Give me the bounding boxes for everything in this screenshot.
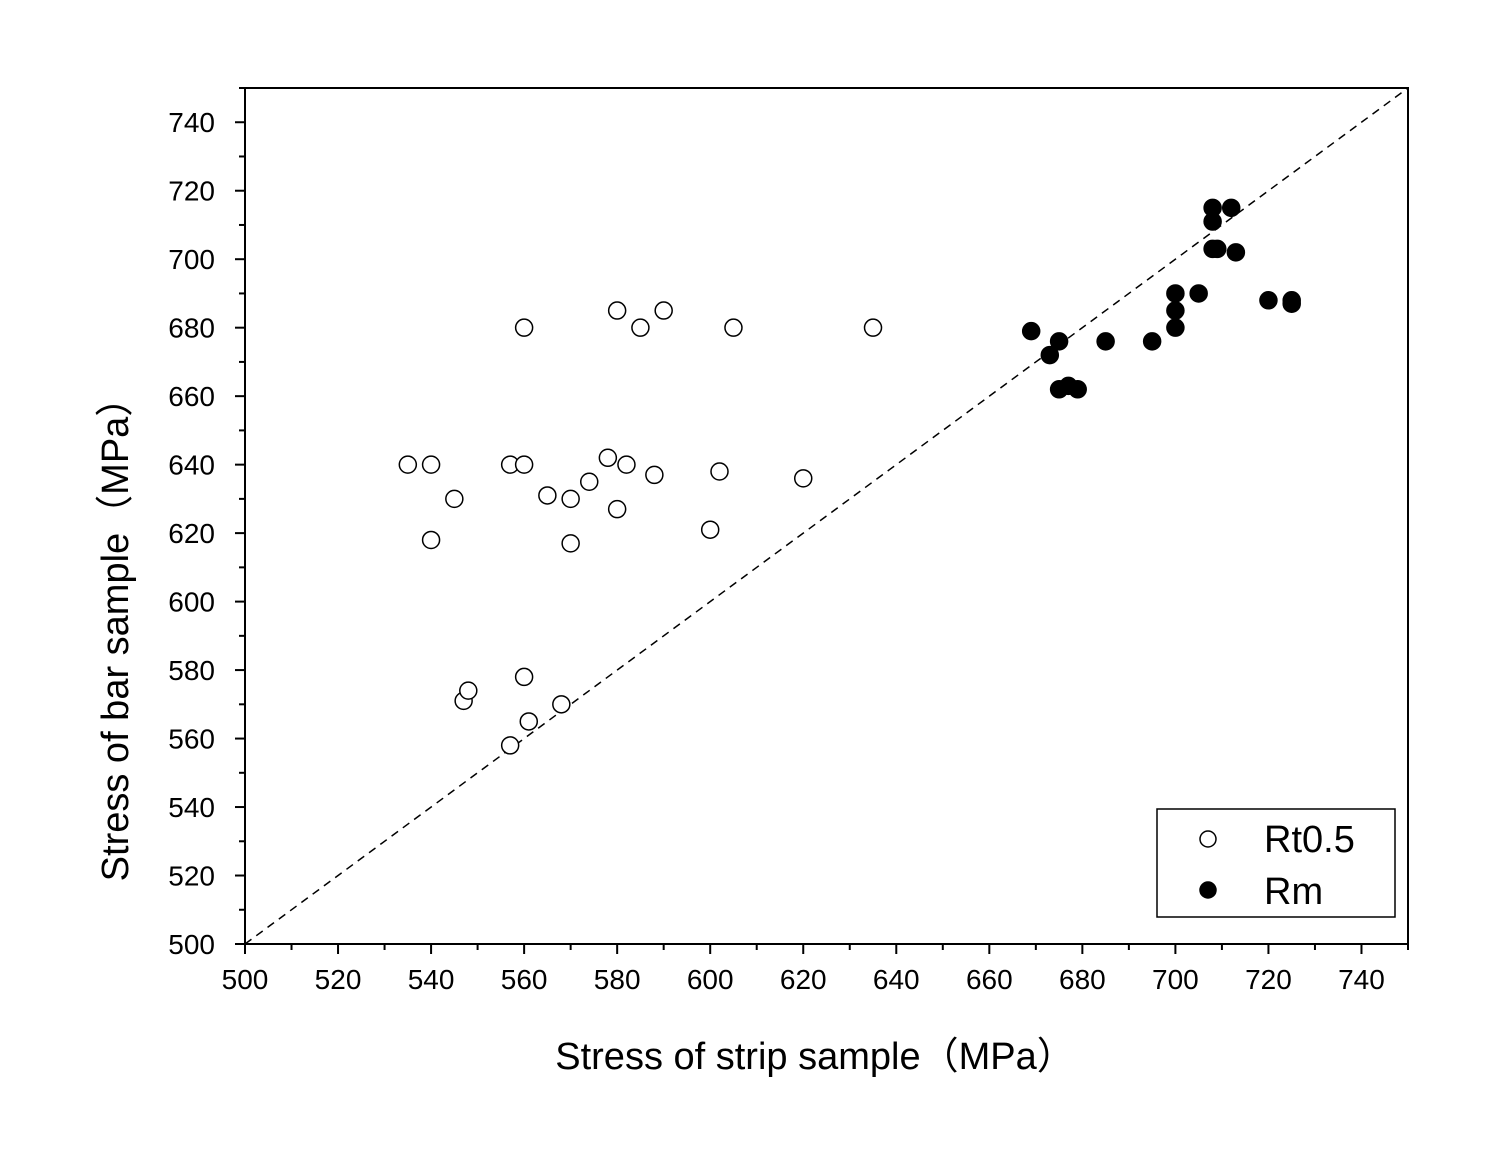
rm-point xyxy=(1226,243,1246,262)
y-tick-label: 540 xyxy=(168,792,215,823)
x-tick-label: 740 xyxy=(1338,964,1385,995)
data-points xyxy=(398,198,1301,755)
x-tick-label: 560 xyxy=(501,964,548,995)
rt05-point xyxy=(700,520,720,539)
legend-box xyxy=(1156,808,1396,918)
x-tick-label: 580 xyxy=(594,964,641,995)
legend: Rt0.5 Rm xyxy=(1156,808,1396,918)
rm-point xyxy=(1040,345,1060,365)
rt05-point xyxy=(552,695,571,714)
rt05-point xyxy=(561,489,580,509)
rt05-point xyxy=(724,318,743,337)
plot-frame xyxy=(244,87,1409,945)
x-tick-label: 540 xyxy=(408,964,455,995)
x-tick-label: 620 xyxy=(780,964,827,995)
rt05-point xyxy=(654,301,673,320)
x-tick-label: 500 xyxy=(222,964,269,995)
rt05-point xyxy=(617,455,636,474)
legend-marker-rm xyxy=(1199,881,1217,899)
rt05-point xyxy=(398,455,418,474)
y-tick-label: 600 xyxy=(168,587,215,618)
rt05-point xyxy=(459,681,478,700)
y-tick-label: 620 xyxy=(168,518,215,549)
rt05-point xyxy=(793,469,813,488)
rt05-point xyxy=(607,499,627,519)
x-tick-label: 520 xyxy=(315,964,362,995)
rm-point xyxy=(1208,239,1227,259)
rt05-point xyxy=(863,318,883,337)
y-tick-label: 740 xyxy=(168,107,215,138)
x-axis-title: Stress of strip sample（MPa） xyxy=(555,1036,1074,1078)
y-tick-label: 640 xyxy=(168,450,215,481)
axis-ticks: 500 520 540 560 580 600 620 640 660 680 700 720 740 5… xyxy=(168,87,1409,995)
rt05-point xyxy=(631,318,650,337)
rm-point xyxy=(1142,332,1162,351)
rt05-point xyxy=(421,455,441,474)
rt05-point xyxy=(645,465,664,485)
y-axis-title: Stress of bar sample（MPa） xyxy=(95,379,137,882)
rm-point xyxy=(1021,321,1041,341)
legend-label-rt05: Rt0.5 xyxy=(1264,819,1355,861)
rm-point xyxy=(1189,284,1208,303)
rt05-point xyxy=(579,472,599,492)
rm-point xyxy=(1203,212,1222,231)
rt05-point xyxy=(445,489,464,509)
rt05-point xyxy=(514,455,534,474)
y-tick-label: 720 xyxy=(168,176,215,207)
plot-area xyxy=(244,87,1409,945)
rt05-point xyxy=(421,530,441,550)
rm-point xyxy=(1049,332,1069,351)
x-tick-label: 660 xyxy=(966,964,1013,995)
rt05-point xyxy=(500,736,520,755)
y-tick-label: 660 xyxy=(168,381,215,412)
y-tick-label: 520 xyxy=(168,861,215,892)
rt05-point xyxy=(519,712,539,731)
rt05-point xyxy=(561,534,580,553)
rm-point xyxy=(1221,198,1241,218)
rt05-point xyxy=(607,301,627,320)
x-tick-label: 700 xyxy=(1152,964,1199,995)
x-tick-label: 640 xyxy=(873,964,920,995)
rm-point xyxy=(1166,284,1185,303)
y-tick-label: 560 xyxy=(168,724,215,755)
rm-point xyxy=(1166,301,1185,320)
reference-line-dashed xyxy=(244,87,1409,945)
rm-point xyxy=(1096,332,1115,351)
x-tick-label: 720 xyxy=(1245,964,1292,995)
y-tick-label: 580 xyxy=(168,655,215,686)
rt05-point xyxy=(514,318,534,337)
y-tick-label: 500 xyxy=(168,929,215,960)
legend-label-rm: Rm xyxy=(1264,871,1323,913)
y-tick-label: 700 xyxy=(168,244,215,275)
rt05-point xyxy=(538,486,557,505)
legend-marker-rt05 xyxy=(1199,830,1217,848)
rm-point xyxy=(1166,318,1185,337)
y-tick-label: 680 xyxy=(168,313,215,344)
rt05-point xyxy=(710,462,729,481)
rm-point xyxy=(1259,291,1278,310)
rm-point xyxy=(1282,294,1301,313)
rm-point xyxy=(1068,380,1087,399)
x-tick-label: 680 xyxy=(1059,964,1106,995)
rt05-point xyxy=(598,448,618,468)
x-tick-label: 600 xyxy=(687,964,734,995)
rt05-point xyxy=(514,667,534,687)
